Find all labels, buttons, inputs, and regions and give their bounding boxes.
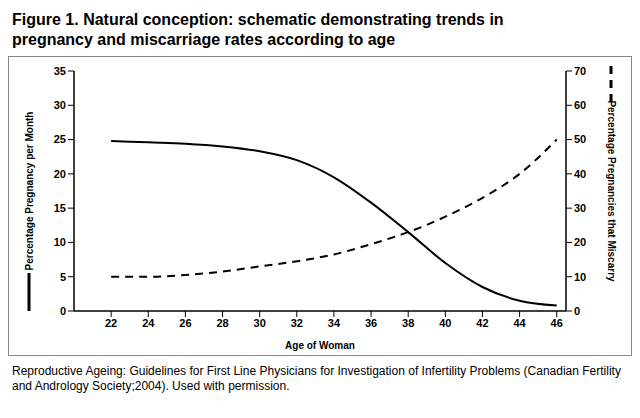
svg-text:60: 60 [574, 99, 586, 111]
svg-text:15: 15 [54, 202, 66, 214]
svg-text:Age of Woman: Age of Woman [285, 340, 355, 351]
svg-text:0: 0 [60, 305, 66, 317]
svg-text:40: 40 [439, 317, 451, 329]
svg-text:40: 40 [574, 168, 586, 180]
svg-text:5: 5 [60, 271, 66, 283]
svg-text:46: 46 [551, 317, 563, 329]
svg-text:32: 32 [291, 317, 303, 329]
svg-text:70: 70 [574, 65, 586, 77]
svg-text:42: 42 [476, 317, 488, 329]
svg-text:25: 25 [54, 133, 66, 145]
svg-text:30: 30 [254, 317, 266, 329]
svg-text:0: 0 [574, 305, 580, 317]
svg-text:10: 10 [54, 236, 66, 248]
html-text:Reproductive Ageing: Guideline: Reproductive Ageing: Guidelines for Firs… [12, 364, 621, 393]
svg-text:50: 50 [574, 133, 586, 145]
svg-text:30: 30 [54, 99, 66, 111]
svg-text:28: 28 [216, 317, 228, 329]
svg-text:34: 34 [328, 317, 341, 329]
html-text:Figure 1. Natural conception:: Figure 1. Natural conception: schematic … [12, 11, 504, 48]
svg-text:20: 20 [574, 236, 586, 248]
svg-text:30: 30 [574, 202, 586, 214]
svg-text:36: 36 [365, 317, 377, 329]
svg-text:44: 44 [513, 317, 526, 329]
svg-text:35: 35 [54, 65, 66, 77]
svg-text:Percentage Pregnancy per Month: Percentage Pregnancy per Month [24, 112, 35, 271]
svg-text:26: 26 [179, 317, 191, 329]
svg-text:20: 20 [54, 168, 66, 180]
svg-text:22: 22 [105, 317, 117, 329]
svg-text:24: 24 [142, 317, 155, 329]
svg-text:10: 10 [574, 271, 586, 283]
svg-text:38: 38 [402, 317, 414, 329]
svg-text:Percentage Pregnancies that Mi: Percentage Pregnancies that Miscarry [606, 100, 617, 282]
